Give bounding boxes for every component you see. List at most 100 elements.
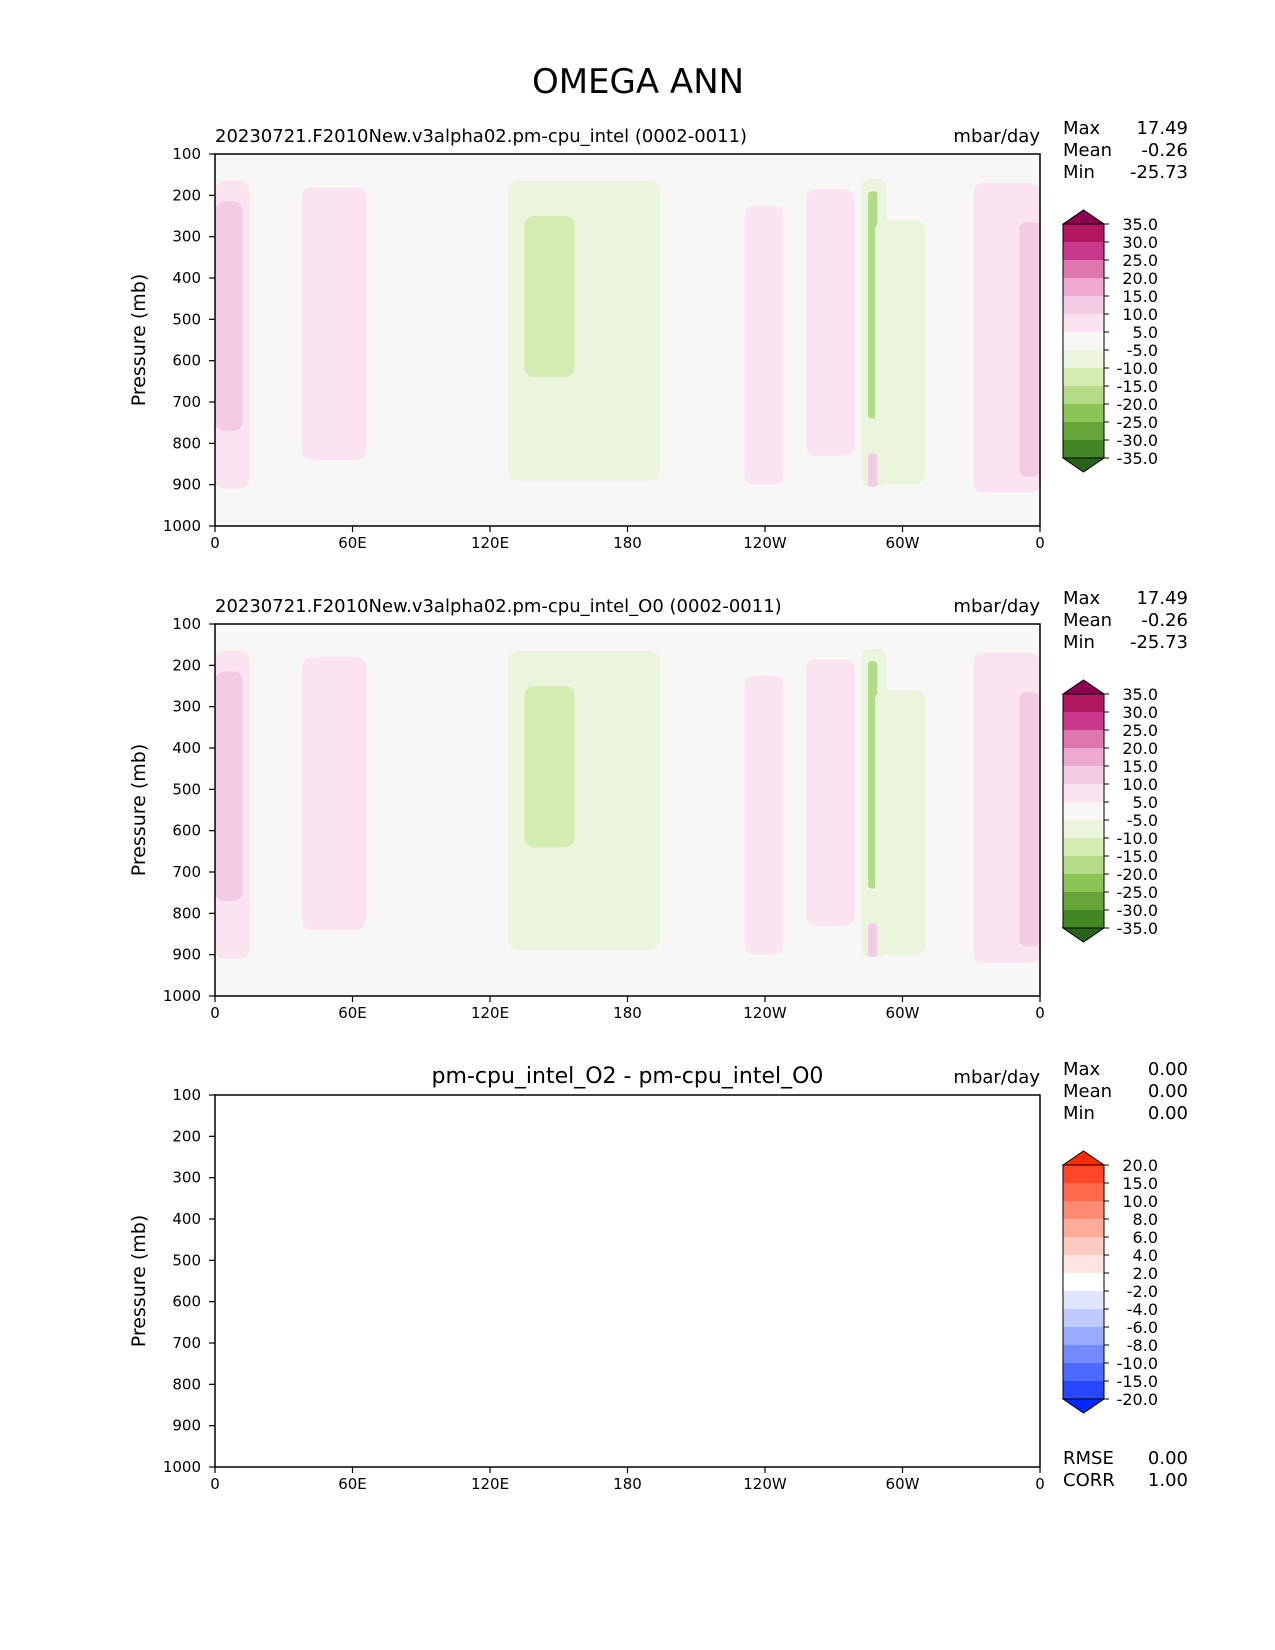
colorbar-label-12: -30.0 bbox=[1117, 901, 1158, 920]
panel-units: mbar/day bbox=[953, 126, 1040, 147]
colorbar-swatch-10 bbox=[1063, 856, 1104, 874]
stat-label-max: Max bbox=[1063, 118, 1101, 139]
panel-difference: 0 60E 120E 180 120W 60W 0 100 200 300 400 500 600 700… bbox=[128, 1059, 1188, 1493]
colorbar-label-6: 5.0 bbox=[1133, 793, 1158, 812]
contour-region-4 bbox=[524, 686, 575, 848]
x-tick-label-1: 60E bbox=[338, 1475, 367, 1493]
colorbar-label-11: -10.0 bbox=[1117, 1354, 1158, 1373]
y-tick-label-3: 400 bbox=[172, 1210, 201, 1228]
panel-units: mbar/day bbox=[953, 1067, 1040, 1088]
colorbar-swatch-13 bbox=[1063, 1381, 1104, 1399]
colorbar-swatch-6 bbox=[1063, 784, 1104, 802]
y-tick-label-1: 200 bbox=[172, 186, 201, 204]
colorbar-label-11: -25.0 bbox=[1117, 413, 1158, 432]
colorbar-frame bbox=[1062, 223, 1105, 459]
stat-label-corr: CORR bbox=[1063, 1470, 1115, 1491]
colorbar-label-8: -10.0 bbox=[1117, 359, 1158, 378]
colorbar-label-12: -30.0 bbox=[1117, 431, 1158, 450]
colorbar-swatch-5 bbox=[1063, 766, 1104, 784]
colorbar-swatch-12 bbox=[1063, 422, 1104, 440]
x-tick-label-2: 120E bbox=[471, 534, 509, 552]
colorbar-swatch-9 bbox=[1063, 368, 1104, 386]
y-tick-label-4: 500 bbox=[172, 1251, 201, 1269]
colorbar: 35.030.025.020.015.010.05.0-5.0-10.0-15.… bbox=[1061, 679, 1158, 943]
x-tick-label-2: 120E bbox=[471, 1475, 509, 1493]
colorbar-label-6: 2.0 bbox=[1133, 1264, 1158, 1283]
x-tick-label-0: 0 bbox=[210, 534, 220, 552]
panel-test: 0 60E 120E 180 120W 60W 0 100 200 300 400 500 600 700… bbox=[128, 118, 1188, 552]
colorbar-swatch-4 bbox=[1063, 748, 1104, 766]
colorbar-label-9: -15.0 bbox=[1117, 377, 1158, 396]
colorbar-swatch-6 bbox=[1063, 314, 1104, 332]
y-tick-label-2: 300 bbox=[172, 698, 201, 716]
colorbar-swatch-6 bbox=[1063, 1255, 1104, 1273]
colorbar-label-1: 15.0 bbox=[1122, 1174, 1158, 1193]
colorbar-swatch-7 bbox=[1063, 332, 1104, 350]
colorbar-label-11: -25.0 bbox=[1117, 883, 1158, 902]
colorbar-swatch-3 bbox=[1063, 730, 1104, 748]
y-tick-label-0: 100 bbox=[172, 615, 201, 633]
colorbar-label-1: 30.0 bbox=[1122, 703, 1158, 722]
colorbar-swatch-5 bbox=[1063, 1237, 1104, 1255]
x-tick-label-2: 120E bbox=[471, 1004, 509, 1022]
colorbar-label-8: -4.0 bbox=[1127, 1300, 1158, 1319]
colorbar-label-13: -35.0 bbox=[1117, 449, 1158, 468]
colorbar-min-extend bbox=[1061, 1398, 1106, 1414]
colorbar-label-2: 10.0 bbox=[1122, 1192, 1158, 1211]
colorbar-swatch-2 bbox=[1063, 242, 1104, 260]
stat-value-corr: 1.00 bbox=[1148, 1470, 1188, 1491]
y-tick-label-0: 100 bbox=[172, 1086, 201, 1104]
x-tick-label-1: 60E bbox=[338, 1004, 367, 1022]
contour-region-6 bbox=[806, 189, 855, 456]
stat-value-rmse: 0.00 bbox=[1148, 1448, 1188, 1469]
colorbar-swatch-4 bbox=[1063, 1219, 1104, 1237]
colorbar-label-2: 25.0 bbox=[1122, 721, 1158, 740]
colorbar: 20.015.010.08.06.04.02.0-2.0-4.0-6.0-8.0… bbox=[1061, 1150, 1158, 1414]
colorbar-label-3: 8.0 bbox=[1133, 1210, 1158, 1229]
contour-region-1 bbox=[215, 671, 243, 901]
colorbar-swatch-8 bbox=[1063, 350, 1104, 368]
colorbar-label-7: -2.0 bbox=[1127, 1282, 1158, 1301]
contour-region-5 bbox=[744, 205, 784, 485]
y-tick-label-6: 700 bbox=[172, 393, 201, 411]
colorbar-swatch-11 bbox=[1063, 1345, 1104, 1363]
colorbar-swatch-11 bbox=[1063, 874, 1104, 892]
colorbar-swatch-9 bbox=[1063, 1309, 1104, 1327]
y-tick-label-6: 700 bbox=[172, 1334, 201, 1352]
colorbar-label-7: -5.0 bbox=[1127, 811, 1158, 830]
stat-value-max: 17.49 bbox=[1136, 588, 1188, 609]
colorbar-swatch-10 bbox=[1063, 386, 1104, 404]
colorbar-max-extend bbox=[1061, 209, 1106, 225]
y-tick-label-7: 800 bbox=[172, 434, 201, 452]
stat-value-mean: -0.26 bbox=[1141, 140, 1188, 161]
stat-label-min: Min bbox=[1063, 1103, 1095, 1124]
x-tick-label-3: 180 bbox=[613, 534, 642, 552]
contour-region-9 bbox=[875, 690, 926, 955]
stat-label-mean: Mean bbox=[1063, 1081, 1112, 1102]
stat-value-max: 0.00 bbox=[1148, 1059, 1188, 1080]
colorbar-label-9: -6.0 bbox=[1127, 1318, 1158, 1337]
stat-label-mean: Mean bbox=[1063, 610, 1112, 631]
x-tick-label-5: 60W bbox=[886, 1004, 920, 1022]
x-tick-label-0: 0 bbox=[210, 1475, 220, 1493]
y-tick-label-4: 500 bbox=[172, 310, 201, 328]
y-tick-label-3: 400 bbox=[172, 739, 201, 757]
colorbar-label-10: -20.0 bbox=[1117, 395, 1158, 414]
colorbar-swatch-1 bbox=[1063, 224, 1104, 242]
colorbar-swatch-1 bbox=[1063, 694, 1104, 712]
y-tick-label-8: 900 bbox=[172, 476, 201, 494]
stat-label-mean: Mean bbox=[1063, 140, 1112, 161]
y-tick-label-5: 600 bbox=[172, 352, 201, 370]
colorbar-label-3: 20.0 bbox=[1122, 269, 1158, 288]
contour-region-12 bbox=[868, 453, 878, 487]
colorbar-max-extend bbox=[1061, 679, 1106, 695]
colorbar-swatch-9 bbox=[1063, 838, 1104, 856]
x-tick-label-6: 0 bbox=[1035, 1004, 1045, 1022]
colorbar-max-extend bbox=[1061, 1150, 1106, 1166]
colorbar-label-6: 5.0 bbox=[1133, 323, 1158, 342]
contour-region-5 bbox=[744, 675, 784, 955]
colorbar-label-9: -15.0 bbox=[1117, 847, 1158, 866]
colorbar-label-1: 30.0 bbox=[1122, 233, 1158, 252]
colorbar-swatch-8 bbox=[1063, 820, 1104, 838]
colorbar-min-extend bbox=[1061, 457, 1106, 473]
